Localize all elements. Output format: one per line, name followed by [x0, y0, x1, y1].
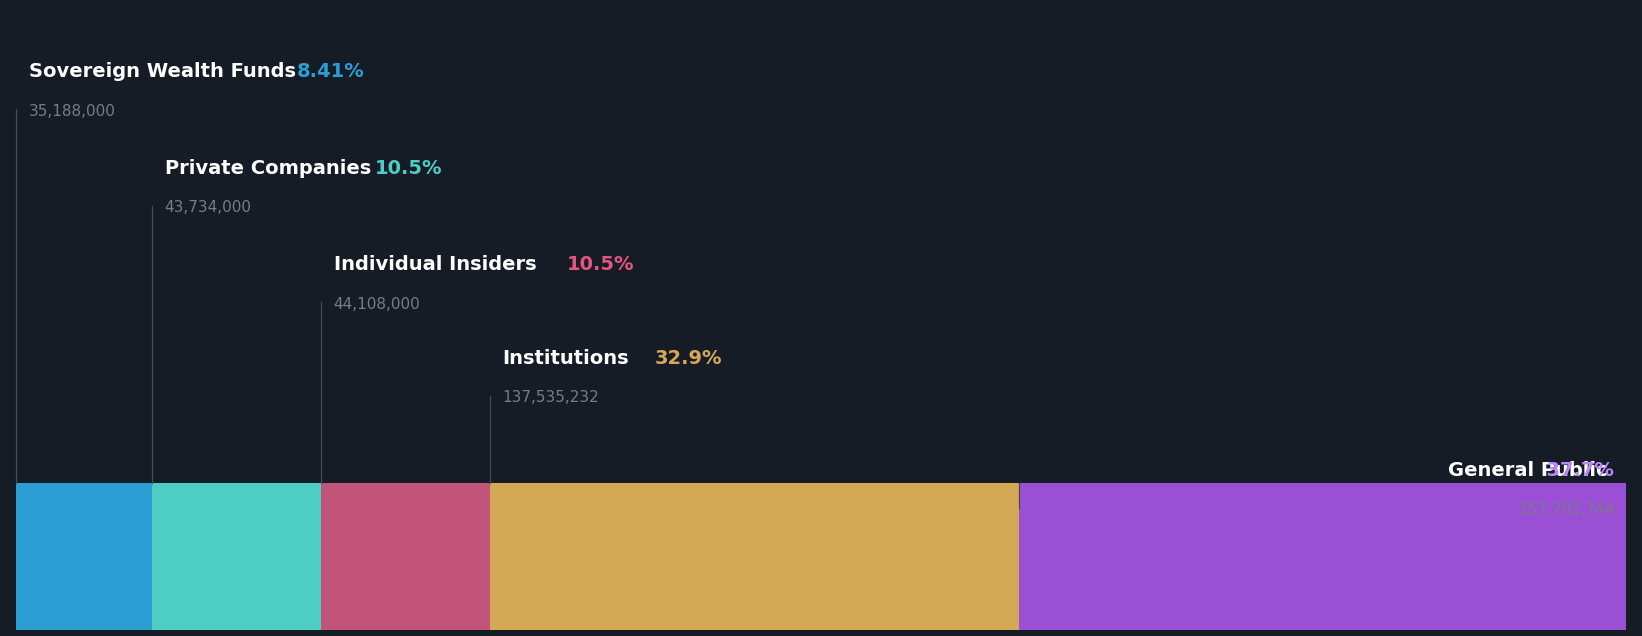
Text: 157,702,744: 157,702,744: [1517, 502, 1614, 518]
Text: 32.9%: 32.9%: [655, 349, 722, 368]
Text: 37.7%: 37.7%: [1534, 461, 1614, 480]
Text: 8.41%: 8.41%: [297, 62, 365, 81]
Bar: [320, 483, 489, 630]
Bar: [1020, 483, 1626, 630]
Text: Sovereign Wealth Funds: Sovereign Wealth Funds: [30, 62, 296, 81]
Text: Individual Insiders: Individual Insiders: [333, 256, 537, 274]
Text: 10.5%: 10.5%: [566, 256, 634, 274]
Text: 35,188,000: 35,188,000: [30, 104, 117, 118]
Text: 10.5%: 10.5%: [374, 159, 442, 177]
Text: General Public: General Public: [1448, 461, 1614, 480]
Bar: [489, 483, 1020, 630]
Text: 137,535,232: 137,535,232: [502, 391, 599, 405]
Text: 43,734,000: 43,734,000: [164, 200, 251, 215]
Bar: [151, 483, 320, 630]
Bar: [16, 483, 151, 630]
Text: 44,108,000: 44,108,000: [333, 297, 420, 312]
Text: Private Companies: Private Companies: [164, 159, 371, 177]
Text: Institutions: Institutions: [502, 349, 629, 368]
